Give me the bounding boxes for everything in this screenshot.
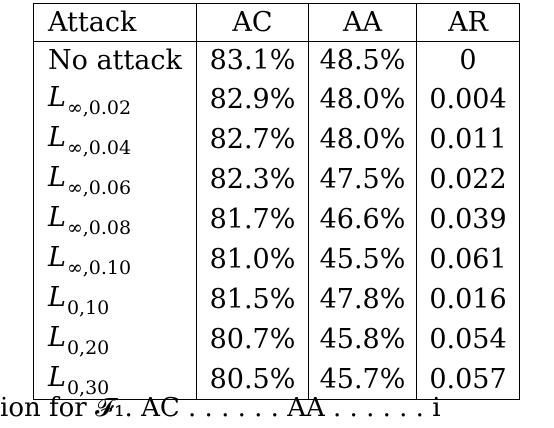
header-ar: AR	[416, 2, 520, 43]
attack-norm-symbol: L	[48, 122, 66, 154]
attack-norm-symbol: L	[48, 322, 66, 354]
cell-ar: 0	[416, 41, 520, 80]
cell-ar: 0.011	[416, 119, 520, 160]
cell-ar: 0.061	[416, 239, 520, 280]
attack-norm-subscript: 0,30	[66, 377, 110, 400]
cell-aa: 48.0%	[308, 79, 417, 120]
cell-attack: L∞,0.10	[33, 239, 197, 280]
attack-norm-symbol: L	[48, 82, 66, 114]
table-row: L0,30 80.5% 45.7% 0.057	[33, 359, 520, 401]
table-row: L∞,0.04 82.7% 48.0% 0.011	[33, 119, 520, 160]
table-row: L∞,0.08 81.7% 46.6% 0.039	[33, 199, 520, 240]
cell-attack: L∞,0.04	[33, 119, 197, 160]
results-table: Attack AC AA AR No attack 83.1% 48.5% 0 L∞,0…	[33, 2, 520, 401]
cell-attack: L0,10	[33, 279, 197, 320]
cell-ac: 81.5%	[196, 279, 309, 320]
cell-ar: 0.004	[416, 79, 520, 120]
cell-aa: 45.7%	[308, 359, 417, 401]
cell-aa: 48.5%	[308, 41, 417, 80]
cell-aa: 48.0%	[308, 119, 417, 160]
attack-norm-symbol: L	[48, 202, 66, 234]
cell-ac: 81.0%	[196, 239, 309, 280]
table-row: L∞,0.10 81.0% 45.5% 0.061	[33, 239, 520, 280]
cell-aa: 47.8%	[308, 279, 417, 320]
attack-norm-symbol: L	[48, 362, 66, 394]
cell-attack: No attack	[33, 41, 197, 80]
attack-norm-symbol: L	[48, 282, 66, 314]
attack-norm-subscript: ∞,0.04	[66, 137, 132, 160]
cell-ar: 0.054	[416, 319, 520, 360]
cell-ac: 80.5%	[196, 359, 309, 401]
cell-attack: L0,30	[33, 359, 197, 401]
cell-ac: 83.1%	[196, 41, 309, 80]
attack-norm-symbol: L	[48, 162, 66, 194]
table-row: L0,10 81.5% 47.8% 0.016	[33, 279, 520, 320]
cell-aa: 47.5%	[308, 159, 417, 200]
header-ac: AC	[196, 2, 309, 43]
cell-aa: 45.8%	[308, 319, 417, 360]
table-row: L0,20 80.7% 45.8% 0.054	[33, 319, 520, 360]
cell-attack: L∞,0.06	[33, 159, 197, 200]
attack-norm-subscript: ∞,0.10	[66, 257, 132, 280]
table-row: L∞,0.02 82.9% 48.0% 0.004	[33, 79, 520, 120]
attack-norm-subscript: 0,10	[66, 297, 110, 320]
table-caption-fragment: ion for 𝓕₁. AC . . . . . . AA . . . . . …	[0, 393, 441, 423]
cell-ar: 0.016	[416, 279, 520, 320]
attack-norm-subscript: ∞,0.02	[66, 97, 132, 120]
cell-attack: L∞,0.08	[33, 199, 197, 240]
attack-norm-subscript: ∞,0.06	[66, 177, 132, 200]
cell-attack: L0,20	[33, 319, 197, 360]
table-row: No attack 83.1% 48.5% 0	[33, 41, 520, 80]
cell-attack: L∞,0.02	[33, 79, 197, 120]
header-attack: Attack	[33, 2, 197, 43]
cell-ac: 82.3%	[196, 159, 309, 200]
attack-norm-subscript: ∞,0.08	[66, 217, 132, 240]
cell-ar: 0.039	[416, 199, 520, 240]
cell-ac: 81.7%	[196, 199, 309, 240]
cell-ac: 82.7%	[196, 119, 309, 160]
table-row: L∞,0.06 82.3% 47.5% 0.022	[33, 159, 520, 200]
attack-norm-subscript: 0,20	[66, 337, 110, 360]
header-row: Attack AC AA AR	[33, 2, 520, 43]
cell-aa: 46.6%	[308, 199, 417, 240]
cell-ac: 80.7%	[196, 319, 309, 360]
cell-ac: 82.9%	[196, 79, 309, 120]
table-header: Attack AC AA AR	[33, 2, 520, 43]
cell-aa: 45.5%	[308, 239, 417, 280]
attack-norm-symbol: L	[48, 242, 66, 274]
table-body: No attack 83.1% 48.5% 0 L∞,0.02 82.9% 48.0% 0.0…	[33, 41, 520, 401]
cell-ar: 0.022	[416, 159, 520, 200]
cell-ar: 0.057	[416, 359, 520, 401]
header-aa: AA	[308, 2, 417, 43]
